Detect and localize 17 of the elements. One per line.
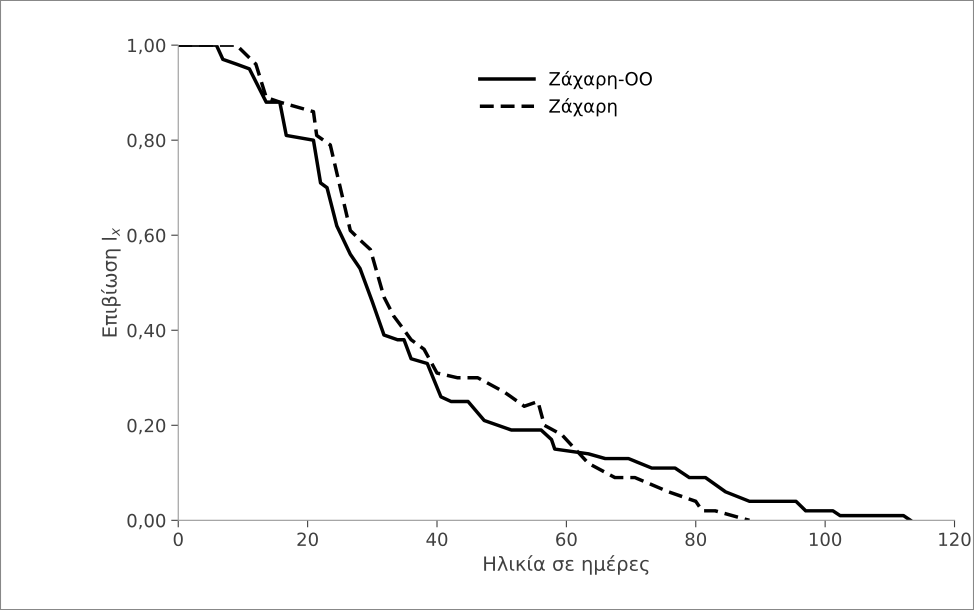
y-axis-title: Επιβίωση l$_{x}$ [101, 228, 121, 336]
x-tick-label: 60 [556, 532, 577, 546]
x-tick-label: 100 [810, 532, 842, 546]
legend-label: Ζάχαρη [549, 98, 616, 116]
x-tick-label: 80 [685, 532, 706, 546]
y-tick-label: 0,20 [127, 418, 166, 434]
x-axis-title: Ηλικία σε ημέρες [484, 555, 649, 575]
x-tick-label: 120 [939, 532, 971, 546]
x-tick-label: 20 [297, 532, 318, 546]
y-tick-label: 0,80 [127, 134, 166, 150]
y-tick-label: 1,00 [128, 38, 166, 54]
y-tick-label: 0,00 [127, 514, 166, 530]
x-tick-label: 40 [426, 532, 448, 546]
y-tick-label: 0,60 [127, 228, 166, 244]
x-tick-label: 0 [174, 532, 183, 546]
legend-label: Ζάχαρη-ΟΟ [549, 70, 652, 90]
y-tick-label: 0,40 [127, 324, 166, 340]
